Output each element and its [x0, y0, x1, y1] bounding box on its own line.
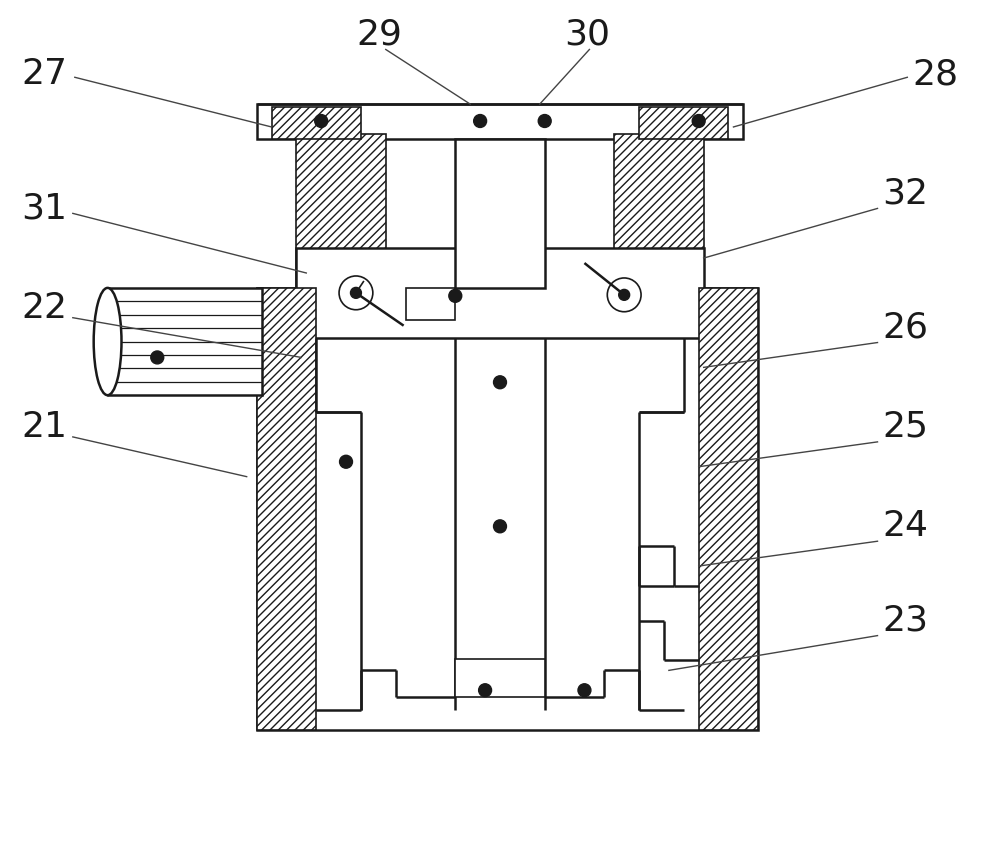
Circle shape	[619, 290, 630, 301]
Bar	[257, 288, 316, 730]
Text: 22: 22	[21, 291, 67, 324]
Circle shape	[494, 376, 506, 389]
Circle shape	[692, 114, 705, 127]
Bar	[455, 139, 545, 288]
Bar	[639, 107, 728, 139]
Text: 30: 30	[565, 18, 611, 52]
Bar	[699, 288, 758, 730]
Bar	[272, 107, 361, 139]
Circle shape	[449, 290, 462, 302]
Circle shape	[340, 456, 352, 468]
Text: 29: 29	[356, 18, 402, 52]
Text: 21: 21	[21, 410, 67, 444]
Circle shape	[474, 114, 487, 127]
Text: 32: 32	[882, 176, 928, 210]
Text: 27: 27	[21, 58, 67, 91]
Circle shape	[607, 278, 641, 312]
Circle shape	[339, 276, 373, 310]
Bar	[257, 104, 743, 139]
Circle shape	[479, 684, 492, 697]
Circle shape	[315, 114, 328, 127]
Circle shape	[494, 520, 506, 533]
Bar	[257, 288, 758, 730]
Bar	[455, 660, 545, 697]
Text: 31: 31	[21, 191, 67, 225]
Circle shape	[578, 684, 591, 697]
Bar	[108, 288, 262, 396]
Text: 24: 24	[882, 509, 928, 543]
Text: 28: 28	[912, 58, 958, 91]
Bar	[406, 288, 455, 319]
Bar	[296, 134, 386, 288]
Ellipse shape	[94, 288, 121, 396]
Text: 26: 26	[882, 311, 928, 345]
Circle shape	[151, 351, 164, 364]
Text: 23: 23	[882, 604, 928, 638]
Circle shape	[538, 114, 551, 127]
Bar	[614, 134, 704, 288]
Text: 25: 25	[882, 410, 928, 444]
Circle shape	[350, 287, 361, 298]
Bar	[296, 248, 704, 338]
